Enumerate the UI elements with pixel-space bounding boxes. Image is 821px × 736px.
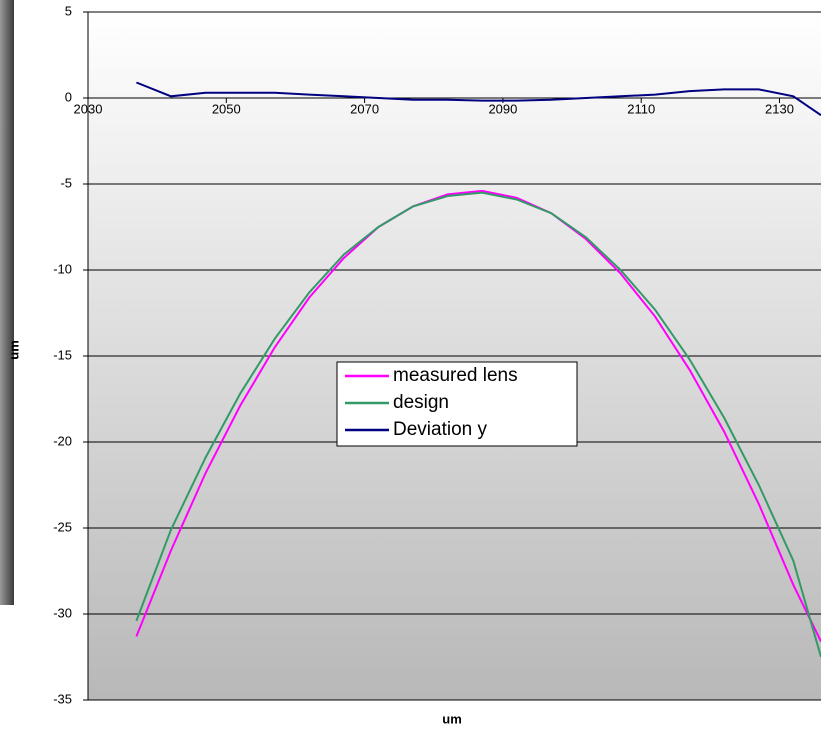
y-tick-label: -30 xyxy=(53,605,72,620)
y-tick-label: -25 xyxy=(53,519,72,534)
chart: um um 5 0 -5 -10 -15 -20 -25 -30 -35 2030 2050 2070… xyxy=(0,0,821,731)
y-tick-label: 0 xyxy=(65,89,72,104)
x-tick-label: 2050 xyxy=(212,101,241,116)
y-tick-label: -20 xyxy=(53,433,72,448)
legend-label: measured lens xyxy=(393,365,518,386)
background-photo xyxy=(0,0,14,605)
y-axis-label: um xyxy=(6,340,21,360)
y-tick-label: -10 xyxy=(53,261,72,276)
y-tick-label: -5 xyxy=(60,175,72,190)
y-tick-label: -15 xyxy=(53,347,72,362)
legend-label: design xyxy=(393,392,449,413)
page: {"chart_data": {"type": "line", "x_label… xyxy=(0,0,821,731)
x-tick-label: 2090 xyxy=(488,101,517,116)
x-tick-label: 2030 xyxy=(74,101,103,116)
x-tick-label: 2070 xyxy=(350,101,379,116)
legend-label: Deviation y xyxy=(393,419,487,440)
y-tick-label: 5 xyxy=(65,3,72,18)
x-tick-label: 2110 xyxy=(627,101,655,116)
y-tick-label: -35 xyxy=(53,691,72,706)
x-axis-label: um xyxy=(442,711,462,726)
x-tick-label: 2130 xyxy=(765,101,794,116)
